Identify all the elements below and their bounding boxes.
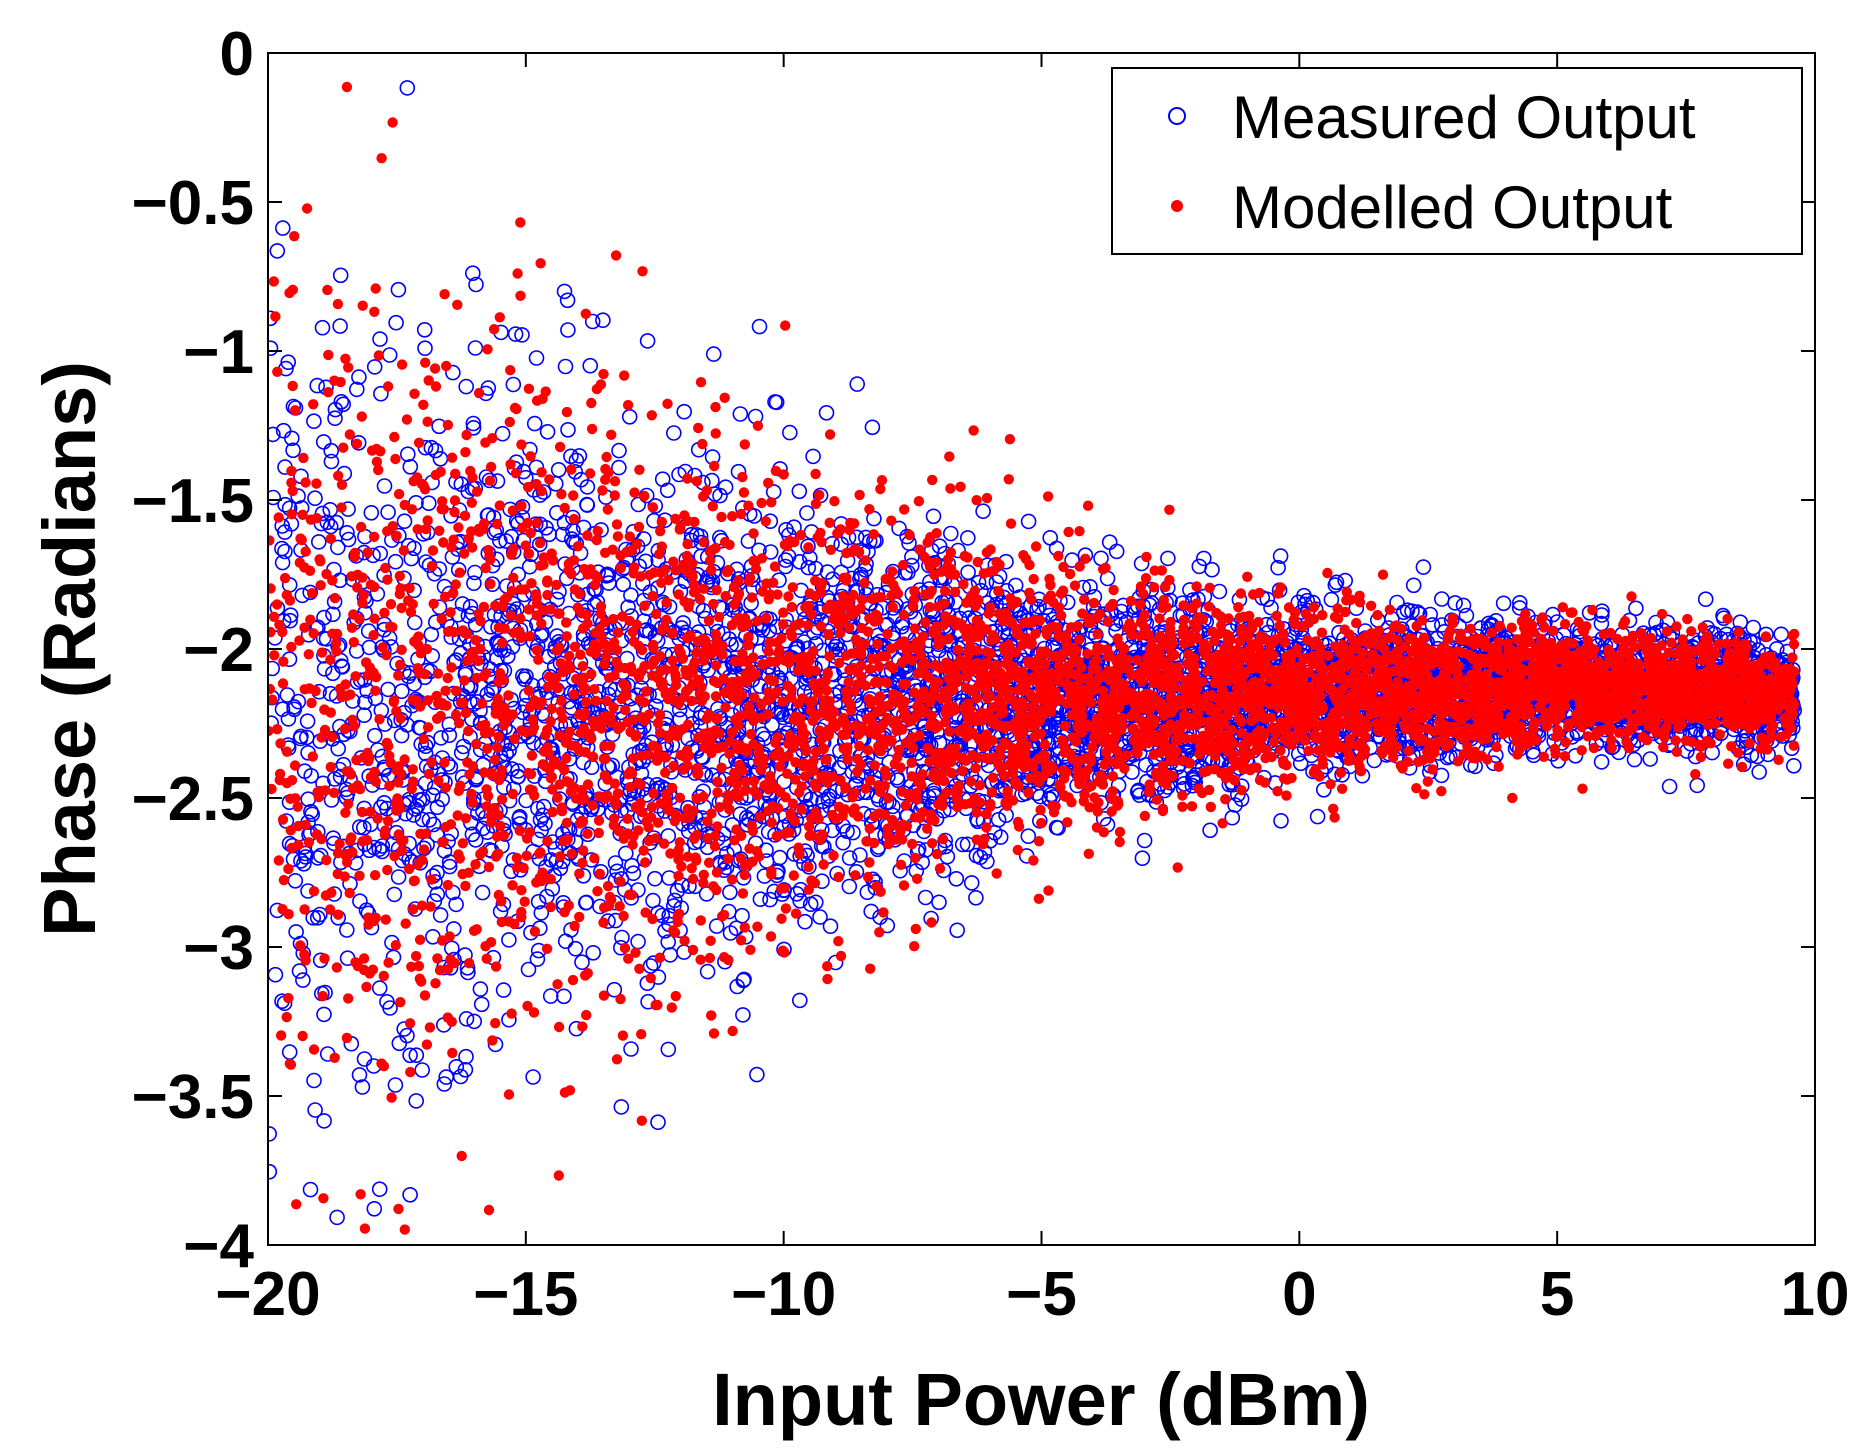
measured-point xyxy=(408,1047,425,1063)
measured-point xyxy=(1031,598,1047,615)
measured-point xyxy=(611,459,627,476)
measured-point xyxy=(1160,550,1176,567)
measured-point xyxy=(338,922,355,938)
measured-point xyxy=(1511,600,1528,616)
measured-point xyxy=(268,426,281,443)
measured-point xyxy=(781,424,798,441)
measured-point xyxy=(306,413,322,430)
measured-point xyxy=(595,312,611,329)
measured-point xyxy=(348,381,365,398)
measured-point xyxy=(528,350,545,366)
measured-point xyxy=(333,393,350,410)
measured-point xyxy=(1415,559,1432,575)
measured-point xyxy=(361,639,378,656)
measured-point xyxy=(585,944,602,961)
measured-point xyxy=(1458,607,1475,624)
measured-point xyxy=(373,799,389,816)
measured-point xyxy=(749,1066,765,1083)
measured-point xyxy=(467,564,483,581)
measured-point xyxy=(269,243,286,259)
measured-point xyxy=(791,483,808,500)
measured-point xyxy=(441,727,458,744)
measured-point xyxy=(556,283,573,300)
measured-point xyxy=(735,1007,751,1023)
measured-point xyxy=(1323,591,1340,608)
measured-point xyxy=(292,730,309,747)
measured-point xyxy=(617,845,634,862)
measured-point xyxy=(473,996,490,1013)
measured-point xyxy=(1272,548,1289,564)
measured-point xyxy=(560,421,576,438)
measured-point xyxy=(458,1010,475,1027)
measured-point xyxy=(445,364,461,381)
measured-point xyxy=(309,909,326,926)
